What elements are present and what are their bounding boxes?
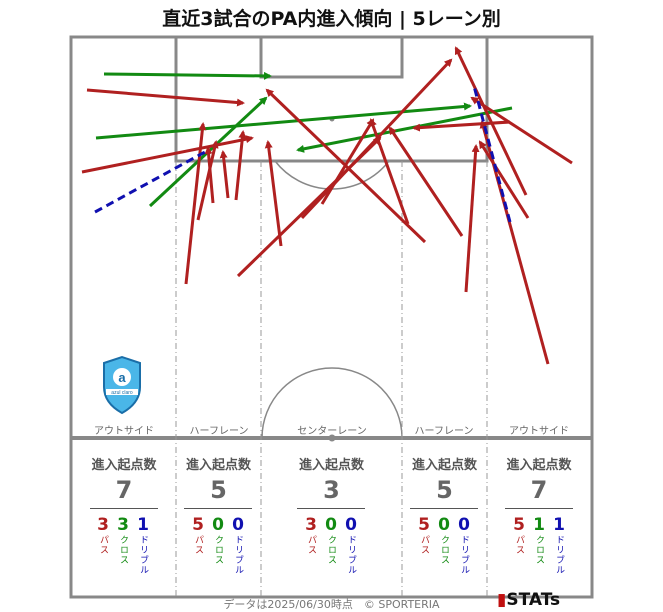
lane-label-right-outside: アウトサイド [509, 426, 569, 437]
pass-count: 5 パス [513, 515, 525, 555]
cross-arrow [95, 102, 472, 140]
cross-count: 0 クロス [438, 515, 450, 565]
footer-note: データは2025/06/30時点 © SPORTERIA [223, 598, 440, 611]
pass-arrow [81, 135, 254, 174]
entry-total: 7 [530, 476, 548, 504]
pass-arrow [264, 140, 283, 247]
lane-label-left-half: ハーフレーン [189, 426, 249, 437]
pass-arrow [464, 144, 480, 293]
pass-arrow [320, 118, 375, 205]
divider [410, 508, 478, 509]
pass-arrow [454, 46, 528, 196]
pass-arrow [196, 140, 219, 221]
pass-arrow [234, 130, 247, 201]
dribble-count: 0 ドリブル [458, 515, 470, 575]
pass-arrow [219, 150, 230, 199]
pass-arrow [478, 140, 530, 219]
pass-count: 5 パス [192, 515, 204, 555]
pass-count: 3 パス [305, 515, 317, 555]
stat-header: 進入起点数 [506, 458, 572, 473]
dribble-path [472, 85, 512, 223]
dribble-count: 0 ドリブル [232, 515, 244, 575]
pass-arrow [184, 122, 207, 285]
svg-text:a: a [118, 370, 126, 385]
divider [505, 508, 573, 509]
chart-title: 直近3試合のPA内進入傾向 | 5レーン別 [162, 8, 501, 30]
dribble-count: 1 ドリブル [553, 515, 565, 575]
lane-label-left-outside: アウトサイド [94, 426, 154, 437]
pass-arrow [470, 96, 573, 165]
pass-arrow [479, 120, 550, 365]
pass-count: 5 パス [418, 515, 430, 555]
pass-arrow [204, 146, 215, 204]
lane-label-right-half: ハーフレーン [414, 426, 474, 437]
cross-arrow [296, 106, 513, 153]
centre-circle [261, 367, 403, 439]
cross-arrow [103, 71, 272, 80]
entry-total: 5 [210, 476, 227, 504]
stats-mark-icon: ▮ [497, 590, 507, 610]
lane-label-center: センターレーン [297, 426, 367, 437]
pass-arrow [86, 88, 245, 107]
pass-arrow [412, 120, 511, 132]
dribble-count: 1 ドリブル [137, 515, 149, 575]
entry-total: 7 [115, 476, 133, 504]
crest-text: azul claro [111, 390, 133, 396]
divider [297, 508, 365, 509]
centre-spot [328, 434, 336, 442]
goal-area [259, 35, 404, 79]
pass-arrow [369, 118, 410, 225]
pass-count: 3 パス [97, 515, 109, 555]
cross-count: 0 クロス [325, 515, 337, 565]
cross-count: 1 クロス [533, 515, 545, 565]
cross-count: 3 クロス [117, 515, 129, 565]
stat-header: 進入起点数 [185, 458, 251, 473]
dribble-count: 0 ドリブル [345, 515, 357, 575]
dribble-path [94, 150, 206, 214]
stat-header: 進入起点数 [411, 458, 477, 473]
pass-arrow [265, 88, 427, 244]
lane-dividers [175, 161, 488, 597]
brand-logo: ▮STATs [497, 590, 561, 610]
entry-total: 3 [323, 476, 340, 504]
pass-arrow [388, 126, 464, 237]
arrow-layer [81, 46, 573, 365]
stat-header: 進入起点数 [298, 458, 364, 473]
pitch-lines [69, 35, 594, 599]
divider [184, 508, 252, 509]
entry-total: 5 [436, 476, 453, 504]
cross-count: 0 クロス [212, 515, 224, 565]
stat-header: 進入起点数 [91, 458, 157, 473]
divider [90, 508, 158, 509]
club-crest-icon: a azul claro [103, 355, 141, 415]
